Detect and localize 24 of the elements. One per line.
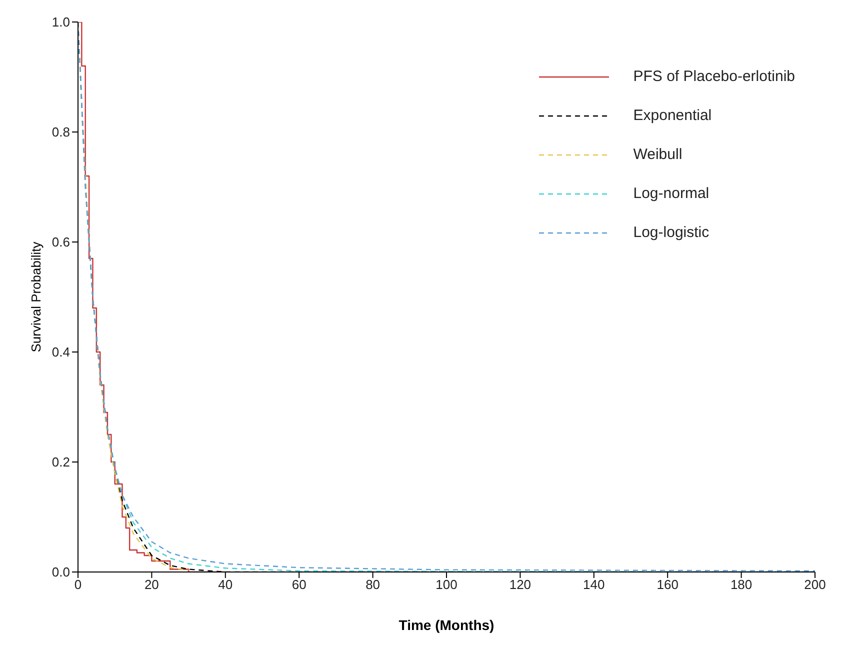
x-tick-label: 20 bbox=[144, 577, 159, 592]
x-axis-title: Time (Months) bbox=[398, 616, 494, 633]
y-tick-label: 0.4 bbox=[52, 344, 70, 360]
x-tick-label: 40 bbox=[218, 577, 233, 592]
y-tick-label: 0.8 bbox=[52, 124, 70, 140]
x-tick-label: 140 bbox=[583, 577, 605, 592]
x-tick-label: 200 bbox=[804, 577, 826, 592]
y-tick-label: 0.2 bbox=[52, 454, 70, 470]
legend-label: PFS of Placebo-erlotinib bbox=[633, 68, 795, 85]
y-tick-label: 0.0 bbox=[52, 564, 70, 580]
x-tick-label: 100 bbox=[436, 577, 458, 592]
legend-label: Log-normal bbox=[633, 185, 710, 202]
x-tick-label: 180 bbox=[730, 577, 752, 592]
legend-label: Exponential bbox=[633, 107, 712, 124]
y-tick-label: 1.0 bbox=[52, 14, 70, 30]
x-tick-label: 0 bbox=[74, 577, 82, 592]
x-tick-label: 120 bbox=[509, 577, 532, 592]
x-tick-label: 60 bbox=[292, 577, 306, 592]
legend-label: Weibull bbox=[633, 146, 682, 163]
y-tick-label: 0.6 bbox=[52, 234, 70, 250]
y-axis-title: Survival Probability bbox=[28, 241, 44, 352]
x-tick-label: 80 bbox=[366, 577, 380, 592]
legend-label: Log-logistic bbox=[633, 224, 710, 241]
x-tick-label: 160 bbox=[656, 577, 678, 592]
